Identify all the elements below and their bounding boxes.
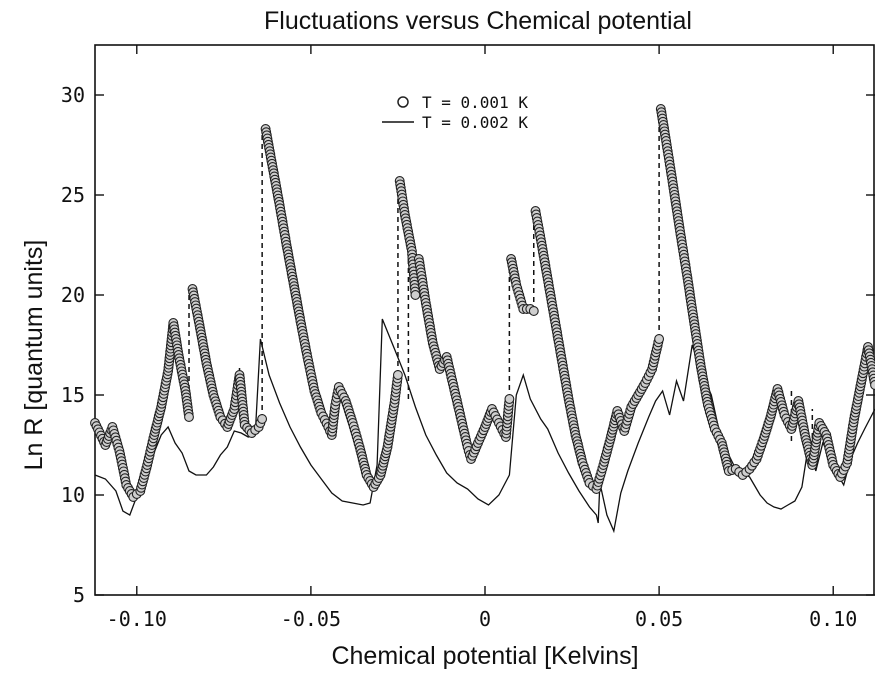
data-point xyxy=(528,306,539,316)
series-line-002 xyxy=(94,318,875,534)
y-tick-label: 10 xyxy=(61,483,85,507)
series-line-segment xyxy=(94,318,875,534)
x-tick-label: 0.10 xyxy=(809,607,857,631)
y-tick-label: 5 xyxy=(73,583,85,607)
transition-jumps xyxy=(188,109,814,465)
y-tick-label: 25 xyxy=(61,183,85,207)
y-tick-label: 15 xyxy=(61,383,85,407)
legend: T = 0.001 K T = 0.002 K xyxy=(382,93,528,132)
data-point xyxy=(184,412,194,422)
data-point xyxy=(257,414,268,424)
data-point xyxy=(654,334,665,344)
x-tick-label: -0.10 xyxy=(107,607,167,631)
data-point xyxy=(410,290,421,300)
y-axis-label: Ln R [quantum units] xyxy=(20,240,48,471)
legend-label-001: T = 0.001 K xyxy=(422,93,528,112)
data-point xyxy=(392,370,403,380)
x-tick-label: -0.05 xyxy=(281,607,341,631)
legend-label-002: T = 0.002 K xyxy=(422,113,528,132)
data-point xyxy=(504,394,515,404)
y-tick-label: 20 xyxy=(61,283,85,307)
y-axis: 5 10 15 20 25 30 xyxy=(61,83,875,607)
x-tick-label: 0 xyxy=(479,607,491,631)
data-point xyxy=(870,380,875,390)
x-axis: -0.10 -0.05 0 0.05 0.10 xyxy=(107,45,857,631)
x-tick-label: 0.05 xyxy=(635,607,683,631)
x-axis-label: Chemical potential [Kelvins] xyxy=(331,642,638,670)
series-points-001 xyxy=(90,104,875,502)
legend-marker-circle xyxy=(397,96,409,108)
y-tick-label: 30 xyxy=(61,83,85,107)
chart-title: Fluctuations versus Chemical potential xyxy=(264,7,692,35)
